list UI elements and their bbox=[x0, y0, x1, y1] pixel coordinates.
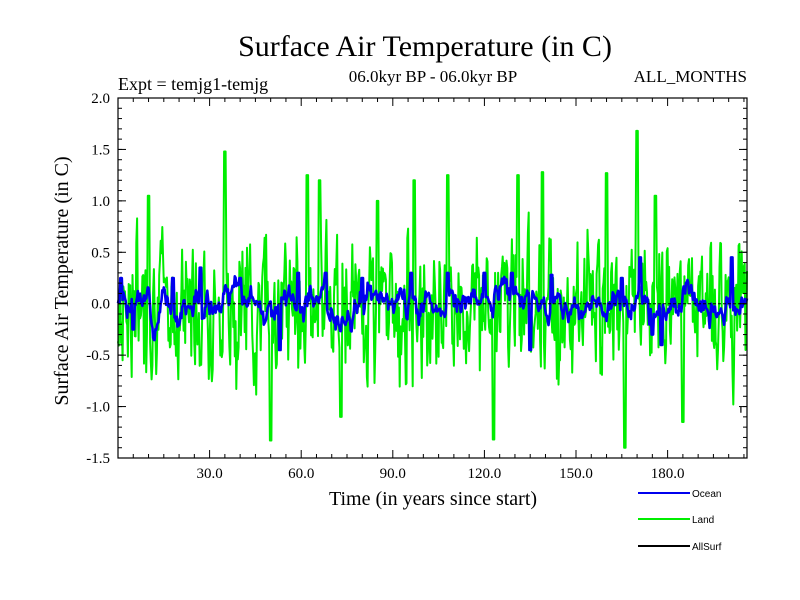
y-axis-label: Surface Air Temperature (in C) bbox=[51, 156, 73, 405]
chart-title: Surface Air Temperature (in C) bbox=[238, 30, 612, 63]
x-tick-label: 60.0 bbox=[288, 466, 314, 482]
series-ocean bbox=[116, 256, 749, 352]
y-tick-label: -1.0 bbox=[86, 400, 110, 416]
y-tick-label: 0.0 bbox=[91, 297, 110, 313]
legend-label-land: Land bbox=[692, 515, 714, 526]
legend-label-allsurf: AllSurf bbox=[692, 542, 722, 553]
series-land bbox=[117, 129, 748, 449]
x-tick-label: 90.0 bbox=[380, 466, 406, 482]
legend: Ocean Land AllSurf bbox=[638, 489, 722, 553]
y-axis: -1.5 -1.0 -0.5 0.0 0.5 1.0 1.5 2.0 bbox=[86, 91, 747, 467]
x-tick-label: 180.0 bbox=[651, 466, 685, 482]
y-tick-label: -1.5 bbox=[86, 451, 110, 467]
x-axis-label: Time (in years since start) bbox=[329, 488, 537, 510]
y-tick-label: 0.5 bbox=[91, 245, 110, 261]
legend-label-ocean: Ocean bbox=[692, 489, 721, 500]
y-tick-label: 1.5 bbox=[91, 142, 110, 158]
plot-frame bbox=[117, 97, 748, 459]
x-tick-label: 30.0 bbox=[196, 466, 222, 482]
x-tick-label: 120.0 bbox=[468, 466, 502, 482]
experiment-label: Expt = temjg1-temjg bbox=[118, 74, 268, 94]
x-tick-label: 150.0 bbox=[559, 466, 593, 482]
period-label: 06.0kyr BP - 06.0kyr BP bbox=[349, 67, 517, 86]
y-tick-label: -0.5 bbox=[86, 348, 110, 364]
months-label: ALL_MONTHS bbox=[634, 67, 747, 86]
y-tick-label: 2.0 bbox=[91, 91, 110, 107]
series-layer bbox=[116, 129, 749, 449]
y-tick-label: 1.0 bbox=[91, 194, 110, 210]
x-axis: 30.0 60.0 90.0 120.0 150.0 180.0 bbox=[132, 98, 745, 482]
